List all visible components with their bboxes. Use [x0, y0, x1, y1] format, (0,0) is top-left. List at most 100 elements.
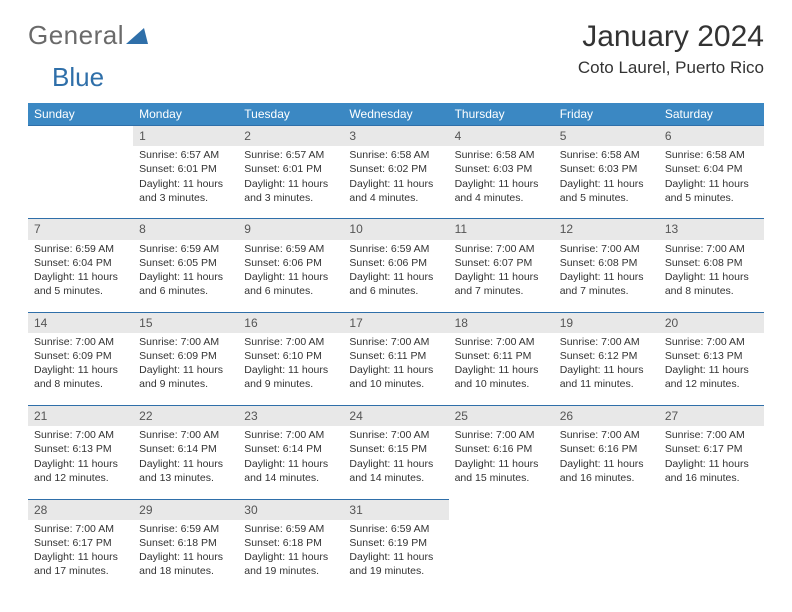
calendar-day [554, 499, 659, 586]
calendar-day: 24Sunrise: 7:00 AMSunset: 6:15 PMDayligh… [343, 406, 448, 493]
day-number: 5 [554, 126, 659, 146]
logo-triangle-icon [126, 20, 148, 51]
calendar-day: 27Sunrise: 7:00 AMSunset: 6:17 PMDayligh… [659, 406, 764, 493]
calendar-day: 10Sunrise: 6:59 AMSunset: 6:06 PMDayligh… [343, 219, 448, 306]
day-number: 27 [659, 406, 764, 426]
calendar-day: 2Sunrise: 6:57 AMSunset: 6:01 PMDaylight… [238, 126, 343, 213]
calendar-day: 12Sunrise: 7:00 AMSunset: 6:08 PMDayligh… [554, 219, 659, 306]
day-number: 11 [449, 219, 554, 239]
calendar-day: 6Sunrise: 6:58 AMSunset: 6:04 PMDaylight… [659, 126, 764, 213]
calendar-day: 1Sunrise: 6:57 AMSunset: 6:01 PMDaylight… [133, 126, 238, 213]
calendar-day: 21Sunrise: 7:00 AMSunset: 6:13 PMDayligh… [28, 406, 133, 493]
calendar-day: 7Sunrise: 6:59 AMSunset: 6:04 PMDaylight… [28, 219, 133, 306]
day-number: 12 [554, 219, 659, 239]
calendar-week: 21Sunrise: 7:00 AMSunset: 6:13 PMDayligh… [28, 406, 764, 493]
calendar-day: 16Sunrise: 7:00 AMSunset: 6:10 PMDayligh… [238, 312, 343, 399]
day-details: Sunrise: 6:58 AMSunset: 6:04 PMDaylight:… [659, 146, 764, 213]
day-details: Sunrise: 6:59 AMSunset: 6:19 PMDaylight:… [343, 520, 448, 587]
day-details: Sunrise: 7:00 AMSunset: 6:13 PMDaylight:… [28, 426, 133, 493]
weekday-header: Saturday [659, 103, 764, 126]
calendar-day: 19Sunrise: 7:00 AMSunset: 6:12 PMDayligh… [554, 312, 659, 399]
calendar-day: 14Sunrise: 7:00 AMSunset: 6:09 PMDayligh… [28, 312, 133, 399]
day-number: 13 [659, 219, 764, 239]
weekday-header: Sunday [28, 103, 133, 126]
calendar-day: 4Sunrise: 6:58 AMSunset: 6:03 PMDaylight… [449, 126, 554, 213]
weekday-header: Monday [133, 103, 238, 126]
day-details: Sunrise: 6:58 AMSunset: 6:03 PMDaylight:… [449, 146, 554, 213]
logo-text-1: General [28, 20, 124, 51]
calendar-week: 14Sunrise: 7:00 AMSunset: 6:09 PMDayligh… [28, 312, 764, 399]
calendar-day: 22Sunrise: 7:00 AMSunset: 6:14 PMDayligh… [133, 406, 238, 493]
day-number: 20 [659, 313, 764, 333]
day-details: Sunrise: 6:59 AMSunset: 6:18 PMDaylight:… [133, 520, 238, 587]
day-details: Sunrise: 7:00 AMSunset: 6:16 PMDaylight:… [449, 426, 554, 493]
weekday-header: Wednesday [343, 103, 448, 126]
day-number: 16 [238, 313, 343, 333]
day-details: Sunrise: 7:00 AMSunset: 6:11 PMDaylight:… [449, 333, 554, 400]
day-details: Sunrise: 7:00 AMSunset: 6:12 PMDaylight:… [554, 333, 659, 400]
calendar-day: 31Sunrise: 6:59 AMSunset: 6:19 PMDayligh… [343, 499, 448, 586]
title-block: January 2024 Coto Laurel, Puerto Rico [578, 20, 764, 78]
day-details: Sunrise: 6:59 AMSunset: 6:04 PMDaylight:… [28, 240, 133, 307]
day-details: Sunrise: 7:00 AMSunset: 6:10 PMDaylight:… [238, 333, 343, 400]
calendar-day: 11Sunrise: 7:00 AMSunset: 6:07 PMDayligh… [449, 219, 554, 306]
calendar-day: 30Sunrise: 6:59 AMSunset: 6:18 PMDayligh… [238, 499, 343, 586]
day-number: 31 [343, 500, 448, 520]
day-details: Sunrise: 7:00 AMSunset: 6:16 PMDaylight:… [554, 426, 659, 493]
calendar-week: 7Sunrise: 6:59 AMSunset: 6:04 PMDaylight… [28, 219, 764, 306]
calendar-week: 28Sunrise: 7:00 AMSunset: 6:17 PMDayligh… [28, 499, 764, 586]
day-number: 19 [554, 313, 659, 333]
weekday-header: Tuesday [238, 103, 343, 126]
calendar-day [659, 499, 764, 586]
day-number: 2 [238, 126, 343, 146]
calendar-day: 8Sunrise: 6:59 AMSunset: 6:05 PMDaylight… [133, 219, 238, 306]
day-number: 23 [238, 406, 343, 426]
day-number: 4 [449, 126, 554, 146]
calendar-day: 5Sunrise: 6:58 AMSunset: 6:03 PMDaylight… [554, 126, 659, 213]
day-details: Sunrise: 7:00 AMSunset: 6:08 PMDaylight:… [554, 240, 659, 307]
day-number: 28 [28, 500, 133, 520]
logo: General [28, 20, 150, 51]
day-details: Sunrise: 7:00 AMSunset: 6:17 PMDaylight:… [28, 520, 133, 587]
day-details: Sunrise: 7:00 AMSunset: 6:08 PMDaylight:… [659, 240, 764, 307]
day-details: Sunrise: 6:59 AMSunset: 6:06 PMDaylight:… [343, 240, 448, 307]
day-details: Sunrise: 7:00 AMSunset: 6:09 PMDaylight:… [133, 333, 238, 400]
logo-text-2: Blue [52, 62, 104, 92]
day-details: Sunrise: 7:00 AMSunset: 6:09 PMDaylight:… [28, 333, 133, 400]
day-details: Sunrise: 6:59 AMSunset: 6:05 PMDaylight:… [133, 240, 238, 307]
day-number: 15 [133, 313, 238, 333]
day-number: 1 [133, 126, 238, 146]
day-details: Sunrise: 7:00 AMSunset: 6:07 PMDaylight:… [449, 240, 554, 307]
day-number: 18 [449, 313, 554, 333]
day-details: Sunrise: 7:00 AMSunset: 6:13 PMDaylight:… [659, 333, 764, 400]
day-number: 24 [343, 406, 448, 426]
day-details: Sunrise: 7:00 AMSunset: 6:14 PMDaylight:… [238, 426, 343, 493]
day-number: 21 [28, 406, 133, 426]
day-number: 29 [133, 500, 238, 520]
day-details: Sunrise: 7:00 AMSunset: 6:14 PMDaylight:… [133, 426, 238, 493]
day-number: 17 [343, 313, 448, 333]
calendar-day [28, 126, 133, 213]
calendar-header-row: SundayMondayTuesdayWednesdayThursdayFrid… [28, 103, 764, 126]
calendar-table: SundayMondayTuesdayWednesdayThursdayFrid… [28, 103, 764, 586]
day-details: Sunrise: 6:57 AMSunset: 6:01 PMDaylight:… [238, 146, 343, 213]
calendar-week: 1Sunrise: 6:57 AMSunset: 6:01 PMDaylight… [28, 126, 764, 213]
day-details: Sunrise: 6:59 AMSunset: 6:18 PMDaylight:… [238, 520, 343, 587]
day-details: Sunrise: 7:00 AMSunset: 6:17 PMDaylight:… [659, 426, 764, 493]
calendar-day: 3Sunrise: 6:58 AMSunset: 6:02 PMDaylight… [343, 126, 448, 213]
day-number: 6 [659, 126, 764, 146]
day-details: Sunrise: 7:00 AMSunset: 6:11 PMDaylight:… [343, 333, 448, 400]
day-details: Sunrise: 6:58 AMSunset: 6:02 PMDaylight:… [343, 146, 448, 213]
day-number: 25 [449, 406, 554, 426]
weekday-header: Friday [554, 103, 659, 126]
calendar-day: 28Sunrise: 7:00 AMSunset: 6:17 PMDayligh… [28, 499, 133, 586]
day-details: Sunrise: 6:57 AMSunset: 6:01 PMDaylight:… [133, 146, 238, 213]
location-label: Coto Laurel, Puerto Rico [578, 58, 764, 78]
day-number: 7 [28, 219, 133, 239]
calendar-day: 25Sunrise: 7:00 AMSunset: 6:16 PMDayligh… [449, 406, 554, 493]
calendar-day: 17Sunrise: 7:00 AMSunset: 6:11 PMDayligh… [343, 312, 448, 399]
page-title: January 2024 [578, 20, 764, 54]
calendar-day: 29Sunrise: 6:59 AMSunset: 6:18 PMDayligh… [133, 499, 238, 586]
day-number: 30 [238, 500, 343, 520]
day-details: Sunrise: 7:00 AMSunset: 6:15 PMDaylight:… [343, 426, 448, 493]
